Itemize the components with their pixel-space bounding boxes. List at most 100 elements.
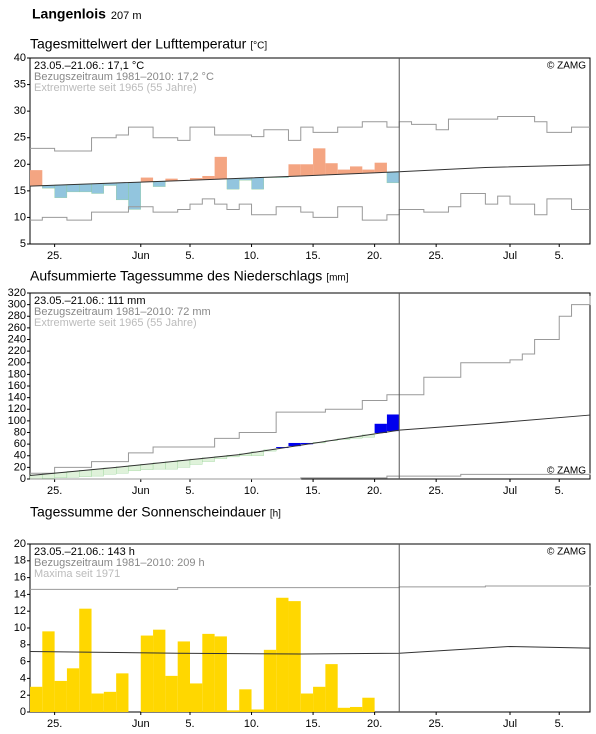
anomaly-bar	[116, 467, 128, 473]
bar	[178, 641, 190, 712]
anomaly-bar	[79, 470, 91, 476]
x-tick-label: Jun	[132, 250, 150, 262]
y-tick-label: 280	[8, 310, 26, 322]
x-tick-label: 10.	[244, 718, 259, 729]
x-tick-label: Jul	[503, 485, 517, 497]
anomaly-bar	[67, 185, 79, 192]
x-tick-label: 25.	[47, 250, 62, 262]
y-tick-label: 0	[20, 706, 26, 718]
x-tick-label: Jun	[132, 485, 150, 497]
bar	[67, 668, 79, 712]
y-tick-label: 100	[8, 415, 26, 427]
extreme-line	[30, 116, 590, 151]
y-tick-label: 20	[14, 538, 26, 550]
bar	[141, 636, 153, 712]
anomaly-bar	[165, 462, 177, 469]
climate-line	[30, 646, 590, 654]
x-tick-label: 20.	[367, 250, 382, 262]
y-tick-label: 30	[14, 105, 26, 117]
station-name: Langenlois	[32, 6, 106, 22]
bar	[55, 681, 67, 712]
anomaly-bar	[104, 468, 116, 474]
y-tick-label: 4	[20, 672, 26, 684]
anomaly-bar	[252, 178, 264, 190]
bar	[338, 708, 350, 712]
anomaly-bar	[30, 170, 42, 186]
y-tick-label: 140	[8, 392, 26, 404]
copyright: © ZAMG	[547, 466, 586, 477]
x-tick-label: 20.	[367, 485, 382, 497]
x-tick-label: 5.	[185, 485, 194, 497]
x-tick-label: 5.	[555, 718, 564, 729]
bar	[313, 687, 325, 712]
anomaly-bar	[116, 183, 128, 200]
anomaly-bar	[178, 460, 190, 467]
anomaly-bar	[128, 182, 140, 209]
x-tick-label: 15.	[305, 485, 320, 497]
bar	[42, 631, 54, 712]
bar	[202, 634, 214, 712]
anomaly-bar	[375, 163, 387, 173]
y-tick-label: 16	[14, 572, 26, 584]
bar	[30, 687, 42, 712]
x-tick-label: 5.	[185, 718, 194, 729]
anomaly-bar	[387, 172, 399, 183]
x-tick-label: 10.	[244, 250, 259, 262]
anomaly-bar	[350, 166, 362, 173]
info-line: Extremwerte seit 1965 (55 Jahre)	[34, 317, 197, 329]
bar	[252, 709, 264, 712]
bar	[165, 676, 177, 712]
y-tick-label: 80	[14, 426, 26, 438]
y-tick-label: 18	[14, 555, 26, 567]
anomaly-bar	[387, 414, 399, 431]
anomaly-bar	[325, 163, 337, 174]
x-tick-label: 5.	[555, 485, 564, 497]
x-tick-label: Jun	[132, 718, 150, 729]
y-tick-label: 15	[14, 185, 26, 197]
y-tick-label: 240	[8, 333, 26, 345]
y-tick-label: 14	[14, 588, 26, 600]
bar	[227, 710, 239, 712]
chart-title: Tagesmittelwert der Lufttemperatur	[30, 36, 247, 52]
y-tick-label: 6	[20, 656, 26, 668]
anomaly-bar	[288, 164, 300, 176]
y-tick-label: 160	[8, 380, 26, 392]
anomaly-bar	[227, 179, 239, 190]
x-tick-label: 20.	[367, 718, 382, 729]
x-tick-label: 5.	[555, 250, 564, 262]
y-tick-label: 120	[8, 403, 26, 415]
bar	[190, 683, 202, 712]
bar	[288, 601, 300, 712]
info-line: Extremwerte seit 1965 (55 Jahre)	[34, 82, 197, 94]
y-tick-label: 260	[8, 322, 26, 334]
chart-title: Tagessumme der Sonnenscheindauer	[30, 504, 266, 520]
y-tick-label: 300	[8, 299, 26, 311]
y-tick-label: 2	[20, 689, 26, 701]
y-tick-label: 320	[8, 287, 26, 299]
y-tick-label: 220	[8, 345, 26, 357]
bar	[301, 694, 313, 712]
info-line: Maxima seit 1971	[34, 568, 120, 580]
bar	[325, 664, 337, 712]
chart-unit: [mm]	[326, 273, 348, 284]
y-tick-label: 40	[14, 52, 26, 64]
bar	[104, 692, 116, 712]
copyright: © ZAMG	[547, 547, 586, 558]
bar	[264, 650, 276, 712]
bar	[239, 689, 251, 712]
y-tick-label: 20	[14, 158, 26, 170]
bar	[350, 707, 362, 712]
chart-unit: [°C]	[250, 41, 267, 52]
bar	[79, 609, 91, 712]
x-tick-label: 5.	[185, 250, 194, 262]
chart-unit: [h]	[270, 509, 281, 520]
x-tick-label: 15.	[305, 250, 320, 262]
y-tick-label: 180	[8, 368, 26, 380]
anomaly-bar	[313, 148, 325, 175]
climate-line	[30, 415, 590, 475]
anomaly-bar	[92, 469, 104, 476]
y-tick-label: 35	[14, 78, 26, 90]
x-tick-label: 10.	[244, 485, 259, 497]
y-tick-label: 8	[20, 639, 26, 651]
anomaly-bar	[92, 184, 104, 194]
